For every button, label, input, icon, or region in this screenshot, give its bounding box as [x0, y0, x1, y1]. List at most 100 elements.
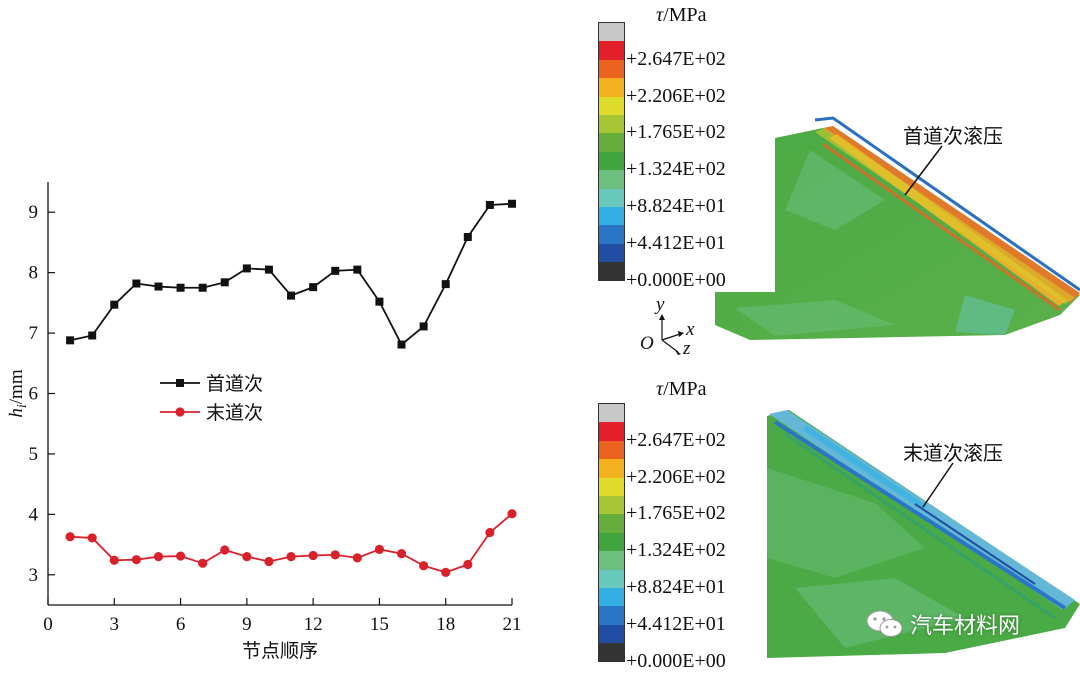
x-tick-label: 3 — [110, 614, 120, 635]
scale-label: +8.824E+01 — [626, 576, 726, 598]
x-tick-label: 6 — [176, 614, 186, 635]
series-1-point — [242, 552, 252, 562]
series-0-point — [463, 232, 472, 241]
legend-marker-1 — [175, 407, 185, 417]
series-1-point — [308, 550, 318, 561]
series-1-point — [87, 533, 97, 543]
series-1-point — [109, 555, 119, 565]
series-0-point — [508, 199, 516, 208]
scale-swatch — [599, 587, 624, 607]
series-0-point — [397, 340, 406, 349]
scale-swatch — [599, 96, 624, 115]
scale-swatch — [599, 532, 624, 552]
scale-swatch — [599, 59, 624, 79]
legend-marker-0 — [176, 379, 184, 387]
series-1-point — [352, 553, 362, 563]
series-0-point — [309, 283, 318, 292]
scale-swatch — [599, 551, 624, 570]
series-1-point — [153, 552, 164, 562]
series-1-point — [463, 559, 473, 570]
y-tick-label: 5 — [29, 444, 39, 465]
series-0-point — [176, 283, 185, 292]
series-0-point — [132, 279, 141, 288]
scale-title-bottom: τ/MPa — [656, 378, 707, 400]
axis-origin-glyph: O — [640, 333, 654, 354]
series-1-point — [286, 552, 296, 562]
series-0-point — [441, 280, 450, 289]
axis-y-glyph: y — [656, 294, 665, 315]
wechat-icon — [866, 610, 903, 637]
callout-line-bottom — [922, 462, 954, 508]
series-0-point — [375, 297, 384, 306]
scale-swatch — [599, 188, 624, 207]
scale-swatch — [599, 514, 624, 533]
scale-title-top: τ/MPa — [656, 4, 707, 26]
series-0-point — [331, 266, 340, 275]
series-1-point — [264, 556, 274, 567]
x-tick-label: 15 — [370, 614, 389, 635]
scale-swatch — [599, 477, 624, 496]
x-tick-label: 12 — [304, 614, 323, 635]
x-tick-label: 9 — [242, 614, 252, 635]
series-1-point — [220, 545, 230, 555]
scale-swatch — [599, 170, 624, 189]
series-0-point — [110, 300, 119, 309]
scale-swatch — [599, 243, 624, 263]
scale-swatch — [599, 114, 624, 134]
scale-swatch — [599, 624, 624, 644]
scale-swatch — [599, 422, 624, 441]
contour-plot-bottom — [767, 410, 1080, 658]
series-1-point — [330, 550, 340, 560]
legend-label-0: 首道次 — [206, 373, 263, 395]
series-0-point — [485, 200, 494, 209]
axis-z-glyph: z — [683, 338, 691, 359]
scale-swatch — [599, 262, 624, 281]
scale-swatch — [599, 569, 624, 588]
scale-label: +1.324E+02 — [626, 539, 726, 562]
series-1-point — [198, 558, 208, 568]
series-1-point — [396, 549, 407, 559]
scale-swatch — [599, 440, 624, 460]
series-0-point — [154, 282, 163, 291]
scale-label: +1.765E+02 — [626, 121, 726, 144]
scale-swatch — [599, 23, 624, 42]
scale-label: +0.000E+00 — [626, 649, 726, 672]
scale-label: +8.824E+01 — [626, 195, 726, 217]
series-0-point — [198, 283, 207, 292]
series-1-point — [65, 532, 75, 542]
series-0-point — [66, 336, 75, 345]
scale-label: +4.412E+01 — [626, 231, 726, 254]
scale-label: +2.647E+02 — [626, 428, 726, 451]
scale-swatches-bottom — [598, 403, 625, 663]
series-1-point — [175, 551, 186, 561]
scale-swatch — [599, 133, 624, 152]
scale-swatch — [599, 643, 624, 662]
series-1-point — [419, 561, 429, 571]
scale-swatch — [599, 459, 624, 478]
scale-label: +1.324E+02 — [626, 158, 726, 181]
x-tick-label: 18 — [436, 614, 455, 635]
x-tick-label: 0 — [43, 614, 53, 635]
scale-label: +4.412E+01 — [626, 612, 726, 635]
scale-swatch — [599, 225, 624, 244]
series-1-point — [441, 567, 451, 577]
scale-label: +2.647E+02 — [626, 47, 726, 70]
scale-swatch — [599, 206, 624, 226]
y-tick-label: 7 — [29, 323, 39, 344]
y-axis-title: hi/mm — [6, 369, 30, 417]
y-tick-label: 4 — [29, 504, 39, 525]
series-0-point — [353, 265, 362, 274]
y-tick-label: 9 — [29, 202, 39, 223]
x-tick-label: 21 — [503, 614, 522, 635]
scale-label: +2.206E+02 — [626, 84, 726, 107]
callout-last-pass: 末道次滚压 — [903, 441, 1003, 465]
y-tick-label: 8 — [29, 263, 39, 284]
scale-swatch — [599, 606, 624, 625]
scale-label: +0.000E+00 — [626, 268, 726, 291]
scale-swatches-top — [598, 22, 625, 282]
scale-swatch — [599, 41, 624, 60]
series-0-point — [242, 264, 251, 273]
series-0-point — [88, 331, 97, 340]
scale-label: +1.765E+02 — [626, 502, 726, 525]
